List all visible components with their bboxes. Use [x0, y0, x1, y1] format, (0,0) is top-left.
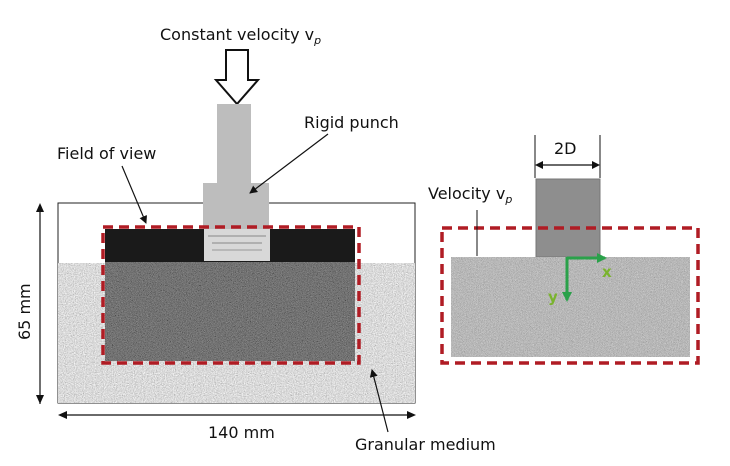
velocity-arrow-icon — [213, 49, 261, 106]
punch-width-label: 2D — [554, 139, 577, 158]
constant-velocity-label: Constant velocity vp — [160, 25, 321, 47]
x-axis-label: x — [602, 263, 612, 281]
height-label: 65 mm — [15, 283, 34, 340]
sim-punch — [535, 178, 601, 258]
field-of-view-frame — [101, 225, 361, 365]
sim-frame — [440, 226, 700, 365]
granular-medium-label: Granular medium — [355, 435, 496, 454]
rigid-punch-upper — [217, 104, 251, 184]
width-label: 140 mm — [208, 423, 275, 442]
field-of-view-label: Field of view — [57, 144, 156, 163]
y-axis-label: y — [548, 288, 558, 306]
rigid-punch-lower — [203, 183, 269, 229]
rigid-punch-label: Rigid punch — [304, 113, 399, 132]
velocity-label: Velocity vp — [428, 184, 512, 206]
